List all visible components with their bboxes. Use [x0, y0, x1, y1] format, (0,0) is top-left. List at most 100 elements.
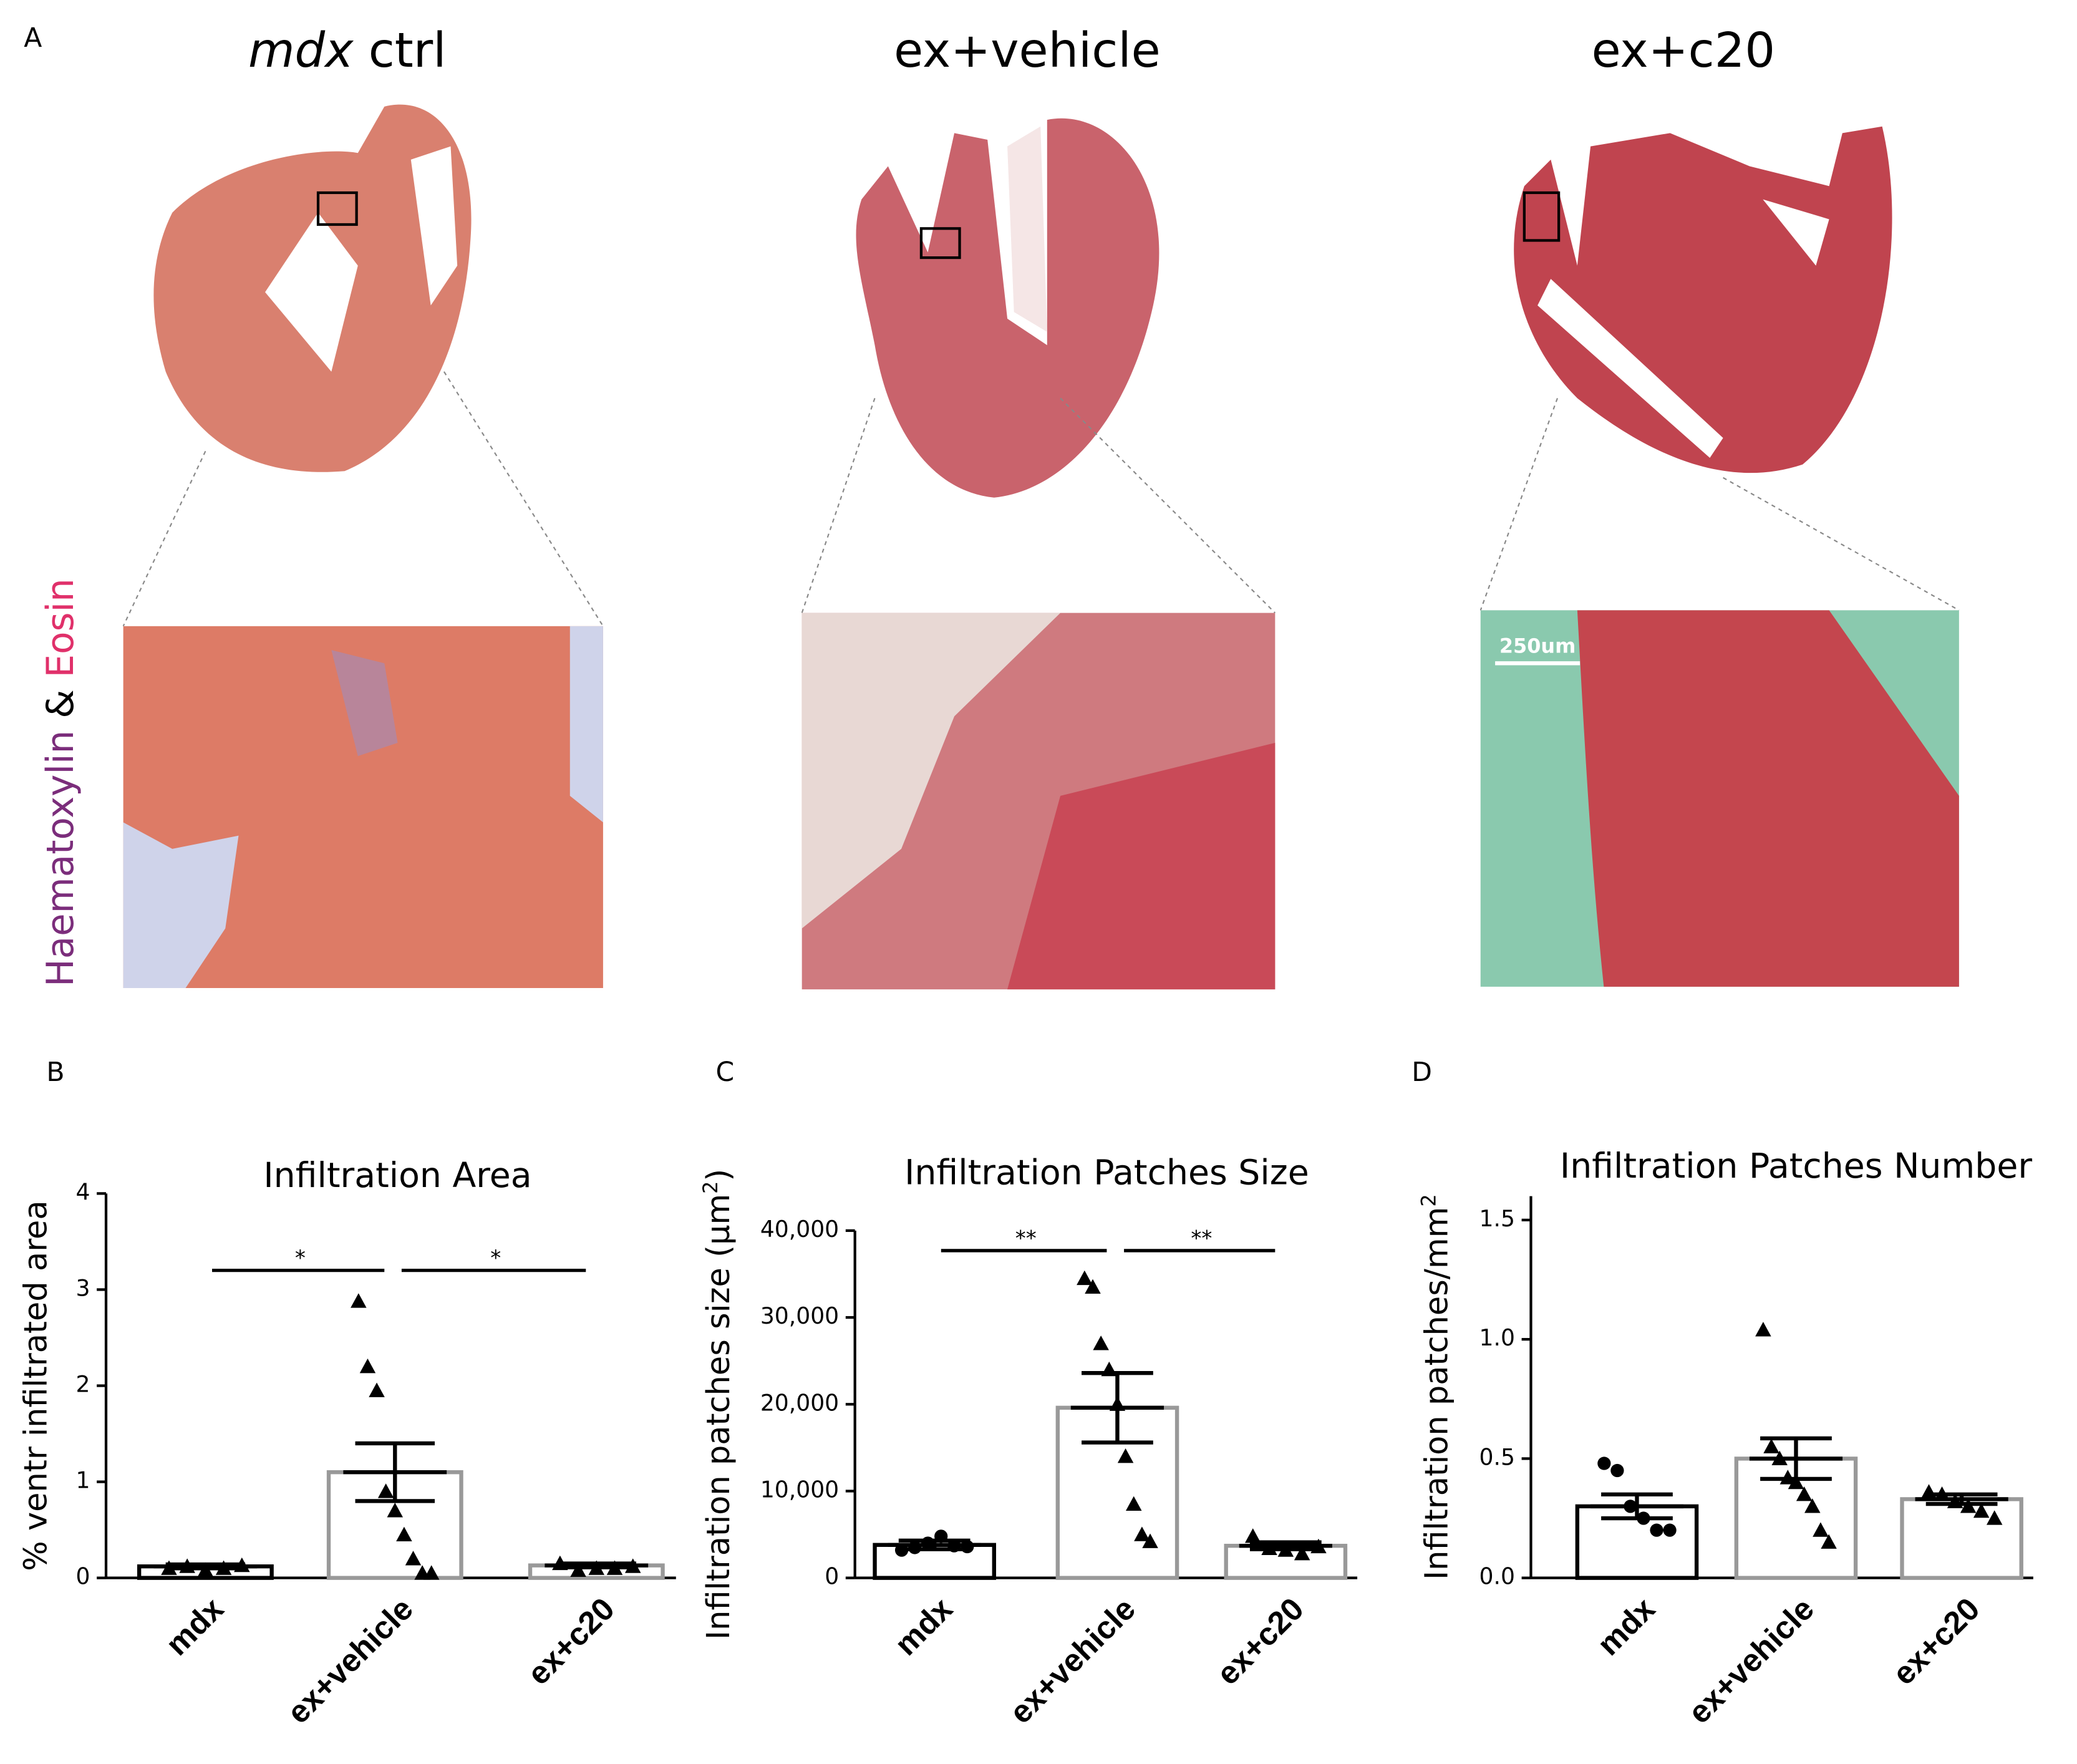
significance-label: ** — [1015, 1226, 1037, 1251]
y-tick-label: 0 — [825, 1563, 839, 1590]
chart-title: Infiltration Area — [263, 1156, 531, 1196]
chart-title: Infiltration Patches Size — [904, 1153, 1309, 1193]
stain-and: & — [39, 689, 82, 718]
x-tick-label: ex+vehicle — [1002, 1591, 1142, 1730]
x-tick-label: ex+vehicle — [280, 1591, 420, 1730]
data-point — [1294, 1545, 1310, 1561]
stain-haematoxylin: Haematoxylin — [39, 730, 82, 987]
data-point — [1109, 1396, 1126, 1411]
data-point — [1755, 1322, 1771, 1337]
title-italic: mdx — [248, 23, 354, 79]
panel-title: ex+c20 — [1592, 23, 1776, 79]
data-point — [552, 1555, 568, 1571]
y-tick-label: 40,000 — [760, 1216, 839, 1243]
data-point — [1804, 1498, 1821, 1513]
y-tick-label: 4 — [76, 1178, 90, 1205]
data-point — [423, 1565, 440, 1580]
panel-label: A — [24, 23, 42, 54]
heart-section — [153, 104, 472, 472]
chart-title: Infiltration Patches Number — [1560, 1146, 2032, 1186]
data-point — [405, 1551, 422, 1566]
data-point — [161, 1560, 177, 1575]
data-point — [1610, 1463, 1624, 1478]
data-point — [1085, 1279, 1101, 1294]
y-tick-label: 10,000 — [760, 1476, 839, 1503]
data-point — [1934, 1486, 1950, 1501]
y-tick-label: 1.5 — [1479, 1205, 1515, 1232]
data-point — [1142, 1533, 1158, 1548]
data-point — [1077, 1270, 1093, 1286]
data-point — [1277, 1542, 1294, 1557]
data-point — [1960, 1498, 1977, 1513]
data-point — [570, 1562, 586, 1577]
data-point — [179, 1558, 195, 1573]
data-point — [1650, 1523, 1663, 1537]
data-point — [387, 1503, 404, 1518]
title-rest: ctrl — [369, 23, 447, 79]
data-point — [921, 1536, 935, 1550]
significance-label: ** — [1191, 1226, 1212, 1251]
y-tick-label: 2 — [76, 1371, 90, 1398]
data-point — [1973, 1503, 1990, 1518]
data-point — [377, 1483, 394, 1498]
data-point — [1796, 1486, 1813, 1501]
data-point — [1947, 1493, 1963, 1508]
y-axis-label-part: Infiltration patches/mm — [1419, 1207, 1456, 1580]
panel-title: ex+vehicle — [894, 23, 1161, 79]
micrograph — [123, 626, 603, 989]
y-axis-label-part: ) — [700, 1169, 737, 1181]
x-tick-label: ex+c20 — [520, 1591, 621, 1692]
data-point — [1637, 1511, 1650, 1525]
data-point — [1788, 1474, 1804, 1490]
scale-bar-label: 250um — [1499, 634, 1576, 657]
x-tick-label: ex+vehicle — [1681, 1591, 1821, 1730]
y-tick-label: 0 — [76, 1563, 90, 1590]
data-point — [908, 1541, 922, 1554]
data-point — [197, 1562, 214, 1577]
x-tick-label: mdx — [888, 1591, 959, 1662]
error-bar — [1915, 1492, 2008, 1506]
data-point — [369, 1382, 385, 1397]
significance-label: * — [295, 1246, 306, 1271]
data-point — [961, 1539, 974, 1554]
significance-label: * — [490, 1246, 501, 1271]
data-point — [215, 1560, 232, 1575]
data-point — [1597, 1456, 1611, 1470]
data-point — [1813, 1522, 1829, 1537]
data-point — [1763, 1438, 1779, 1453]
data-point — [396, 1526, 412, 1541]
y-axis-label-part: % ventr infiltrated area — [17, 1200, 54, 1571]
error-bar — [343, 1441, 447, 1503]
y-tick-label: 1 — [76, 1467, 90, 1494]
error-bar — [1749, 1436, 1843, 1481]
heart-section — [1514, 126, 1892, 473]
y-axis-label: % ventr infiltrated area — [17, 1200, 54, 1571]
heart-section — [856, 118, 1160, 498]
data-point — [1093, 1335, 1109, 1350]
x-tick-label: mdx — [1590, 1591, 1662, 1662]
data-point — [1624, 1500, 1637, 1513]
stain-label: Haematoxylin & Eosin — [39, 578, 82, 987]
data-point — [1663, 1523, 1677, 1537]
x-tick-label: ex+c20 — [1886, 1591, 1987, 1692]
data-point — [1986, 1510, 2003, 1525]
x-tick-label: mdx — [159, 1591, 230, 1662]
data-point — [351, 1293, 367, 1308]
stain-eosin: Eosin — [39, 578, 82, 677]
panel-title: mdx ctrl — [248, 23, 446, 79]
data-point — [1101, 1361, 1118, 1377]
y-axis-label-part: 2 — [699, 1181, 722, 1194]
data-point — [624, 1558, 641, 1573]
y-tick-label: 30,000 — [760, 1302, 839, 1329]
data-point — [1125, 1496, 1142, 1511]
data-point — [894, 1543, 909, 1557]
y-axis-label: Infiltration patches/mm2 — [1417, 1194, 1456, 1580]
data-point — [1244, 1528, 1261, 1543]
data-point — [1779, 1470, 1796, 1485]
data-point — [359, 1358, 376, 1374]
data-point — [234, 1557, 250, 1573]
error-bar — [888, 1538, 981, 1551]
y-tick-label: 1.0 — [1479, 1324, 1515, 1351]
panel-label: D — [1411, 1057, 1432, 1088]
